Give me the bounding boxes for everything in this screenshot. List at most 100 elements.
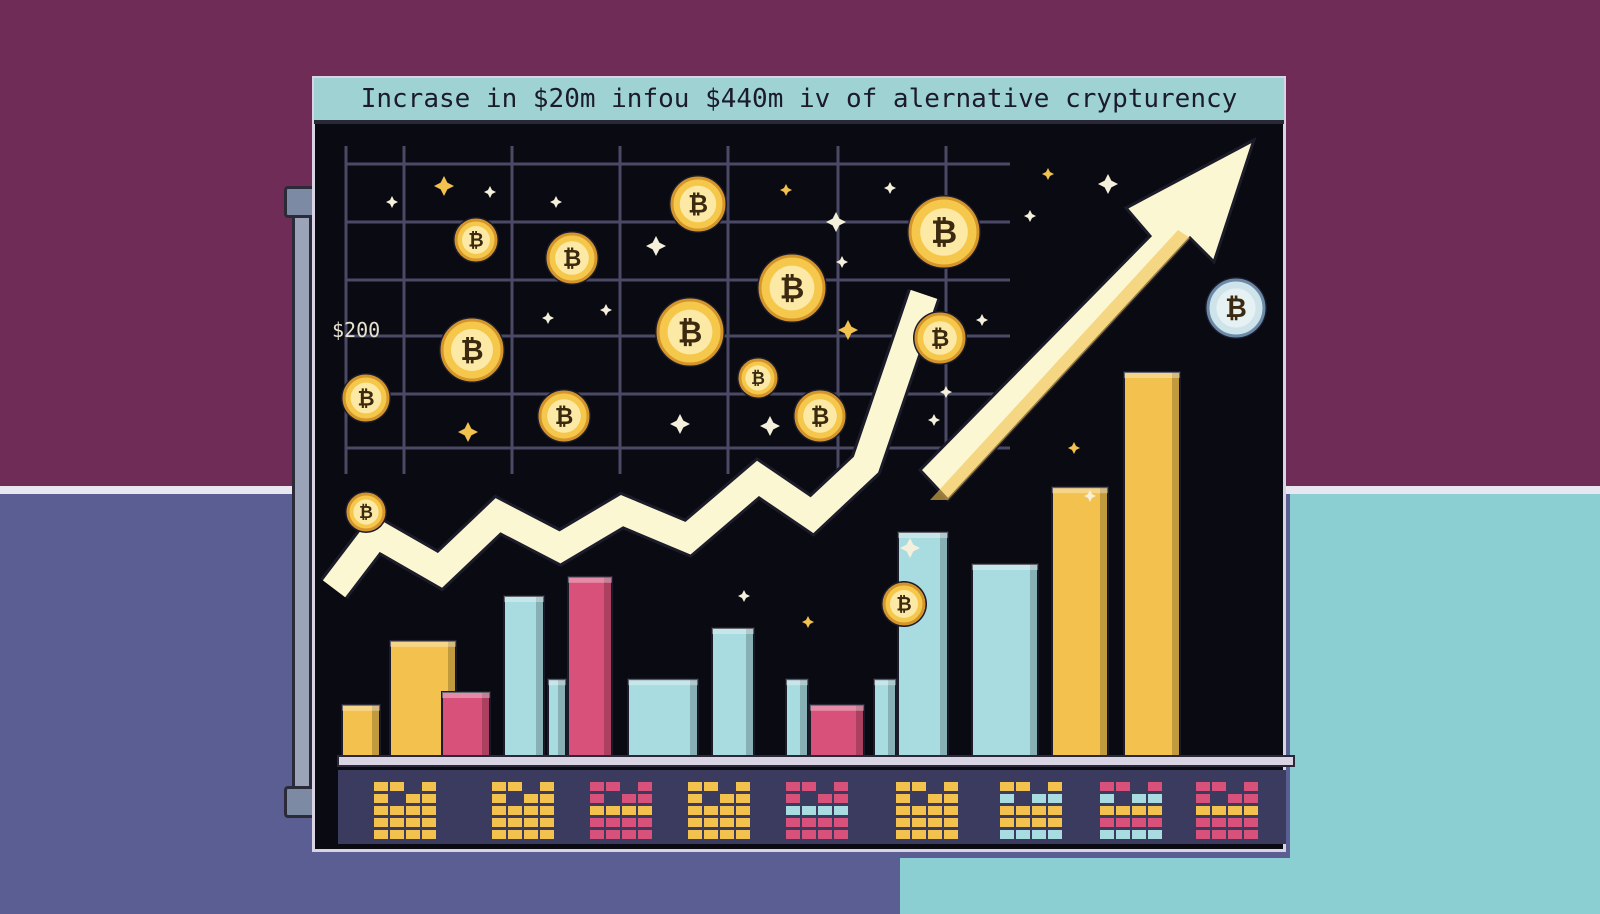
legend-pixel-block bbox=[422, 782, 436, 791]
sparkle-icon bbox=[836, 256, 848, 268]
legend-pixel-block bbox=[524, 830, 538, 839]
legend-pixel-block bbox=[720, 794, 734, 803]
legend-pixel-block bbox=[688, 806, 702, 815]
bar-shade bbox=[940, 532, 948, 756]
coin-face bbox=[1216, 288, 1256, 328]
legend-pixel-block bbox=[688, 830, 702, 839]
legend-pixel-block bbox=[492, 782, 506, 791]
legend-pixel-block bbox=[1000, 794, 1014, 803]
legend-pixel-block bbox=[818, 830, 832, 839]
coin-symbol: ₿ bbox=[678, 316, 703, 351]
legend-pixel-block bbox=[638, 794, 652, 803]
legend-pixel-block bbox=[1228, 794, 1242, 803]
legend-pixel-block bbox=[422, 794, 436, 803]
legend-pixel-block bbox=[638, 806, 652, 815]
coin-face bbox=[451, 329, 493, 371]
legend-pixel-block bbox=[1116, 830, 1130, 839]
legend-pixel-block bbox=[818, 806, 832, 815]
legend-pixel-block bbox=[508, 782, 522, 791]
bar-highlight bbox=[898, 532, 948, 538]
legend-pixel-block bbox=[622, 830, 636, 839]
legend-pixel-block bbox=[1100, 806, 1114, 815]
sparkle-icon bbox=[646, 236, 666, 256]
legend-pixel-block bbox=[492, 806, 506, 815]
sparkle-icon bbox=[1098, 174, 1118, 194]
legend-pixel-block bbox=[1116, 818, 1130, 827]
bar bbox=[627, 678, 699, 758]
coin-face bbox=[803, 399, 837, 433]
legend-pixel-block bbox=[606, 806, 620, 815]
bar-highlight bbox=[628, 679, 698, 686]
legend-pixel-block bbox=[1048, 794, 1062, 803]
sparkle-icon bbox=[1042, 168, 1054, 180]
legend-pixel-block bbox=[1228, 830, 1242, 839]
legend-pixel-block bbox=[688, 818, 702, 827]
bar-highlight bbox=[390, 640, 456, 647]
coin-face bbox=[890, 590, 918, 618]
legend-pixel-block bbox=[896, 782, 910, 791]
legend-pixel-block bbox=[374, 806, 388, 815]
legend-pixel-block bbox=[1032, 830, 1046, 839]
legend-pixel-block bbox=[1016, 830, 1030, 839]
background-lower-right bbox=[1290, 492, 1600, 914]
bar-shade bbox=[482, 692, 490, 756]
legend-pixel-block bbox=[1212, 806, 1226, 815]
legend-pixel-block bbox=[704, 806, 718, 815]
legend-pixel-block bbox=[1016, 782, 1030, 791]
sparkle-icon bbox=[550, 196, 562, 208]
legend-pixel-block bbox=[1196, 818, 1210, 827]
legend-pixel-block bbox=[1132, 806, 1146, 815]
bar bbox=[567, 575, 613, 757]
sparkle-icon bbox=[884, 182, 896, 194]
legend-pixel-block bbox=[406, 830, 420, 839]
bar-shade bbox=[800, 679, 808, 756]
trend-line bbox=[322, 289, 938, 598]
bar-shade bbox=[1172, 372, 1180, 756]
chart-title-bar: Incrase in $20m infou $440m iv of alerna… bbox=[314, 78, 1284, 124]
legend-pixel-block bbox=[720, 818, 734, 827]
legend-pixel-block bbox=[1148, 794, 1162, 803]
chart-title: Incrase in $20m infou $440m iv of alerna… bbox=[360, 84, 1238, 114]
legend-pixel-block bbox=[1000, 818, 1014, 827]
coin-symbol: ₿ bbox=[751, 369, 765, 389]
legend-pixel-block bbox=[622, 806, 636, 815]
legend-pixel-block bbox=[406, 818, 420, 827]
legend-pixel-block bbox=[818, 794, 832, 803]
legend-pixel-block bbox=[1148, 806, 1162, 815]
legend-pixel-block bbox=[590, 782, 604, 791]
coin-face bbox=[462, 226, 490, 254]
legend-pixel-block bbox=[818, 818, 832, 827]
x-axis-baseline bbox=[337, 755, 1295, 767]
bar-shade bbox=[558, 679, 566, 756]
legend-pixel-block bbox=[896, 830, 910, 839]
background-floor bbox=[900, 858, 1600, 914]
sparkle-icon bbox=[976, 314, 988, 326]
legend-pixel-block bbox=[1148, 830, 1162, 839]
coin-symbol: ₿ bbox=[460, 334, 483, 367]
bar-highlight bbox=[874, 679, 896, 686]
coin-face bbox=[923, 321, 957, 355]
legend-pixel-block bbox=[736, 794, 750, 803]
legend-pixel-block bbox=[912, 782, 926, 791]
legend-pixel-block bbox=[508, 806, 522, 815]
legend-pixel-block bbox=[590, 818, 604, 827]
bar bbox=[897, 531, 949, 757]
legend-pixel-block bbox=[1048, 830, 1062, 839]
sparkle-icon bbox=[458, 422, 478, 442]
legend-pixel-block bbox=[1032, 818, 1046, 827]
sparkle-icon bbox=[760, 416, 780, 436]
legend-pixel-block bbox=[540, 818, 554, 827]
coin-face bbox=[769, 265, 815, 311]
legend-pixel-block bbox=[912, 806, 926, 815]
bar-shade bbox=[690, 679, 698, 756]
legend-pixel-block bbox=[720, 806, 734, 815]
legend-pixel-block bbox=[704, 830, 718, 839]
bar-shade bbox=[536, 596, 544, 756]
legend-pixel-block bbox=[606, 782, 620, 791]
sparkle-icon bbox=[1068, 442, 1080, 454]
legend-pixel-block bbox=[508, 818, 522, 827]
legend-pixel-block bbox=[786, 818, 800, 827]
bar-highlight bbox=[548, 679, 566, 686]
bar-shade bbox=[1030, 564, 1038, 756]
